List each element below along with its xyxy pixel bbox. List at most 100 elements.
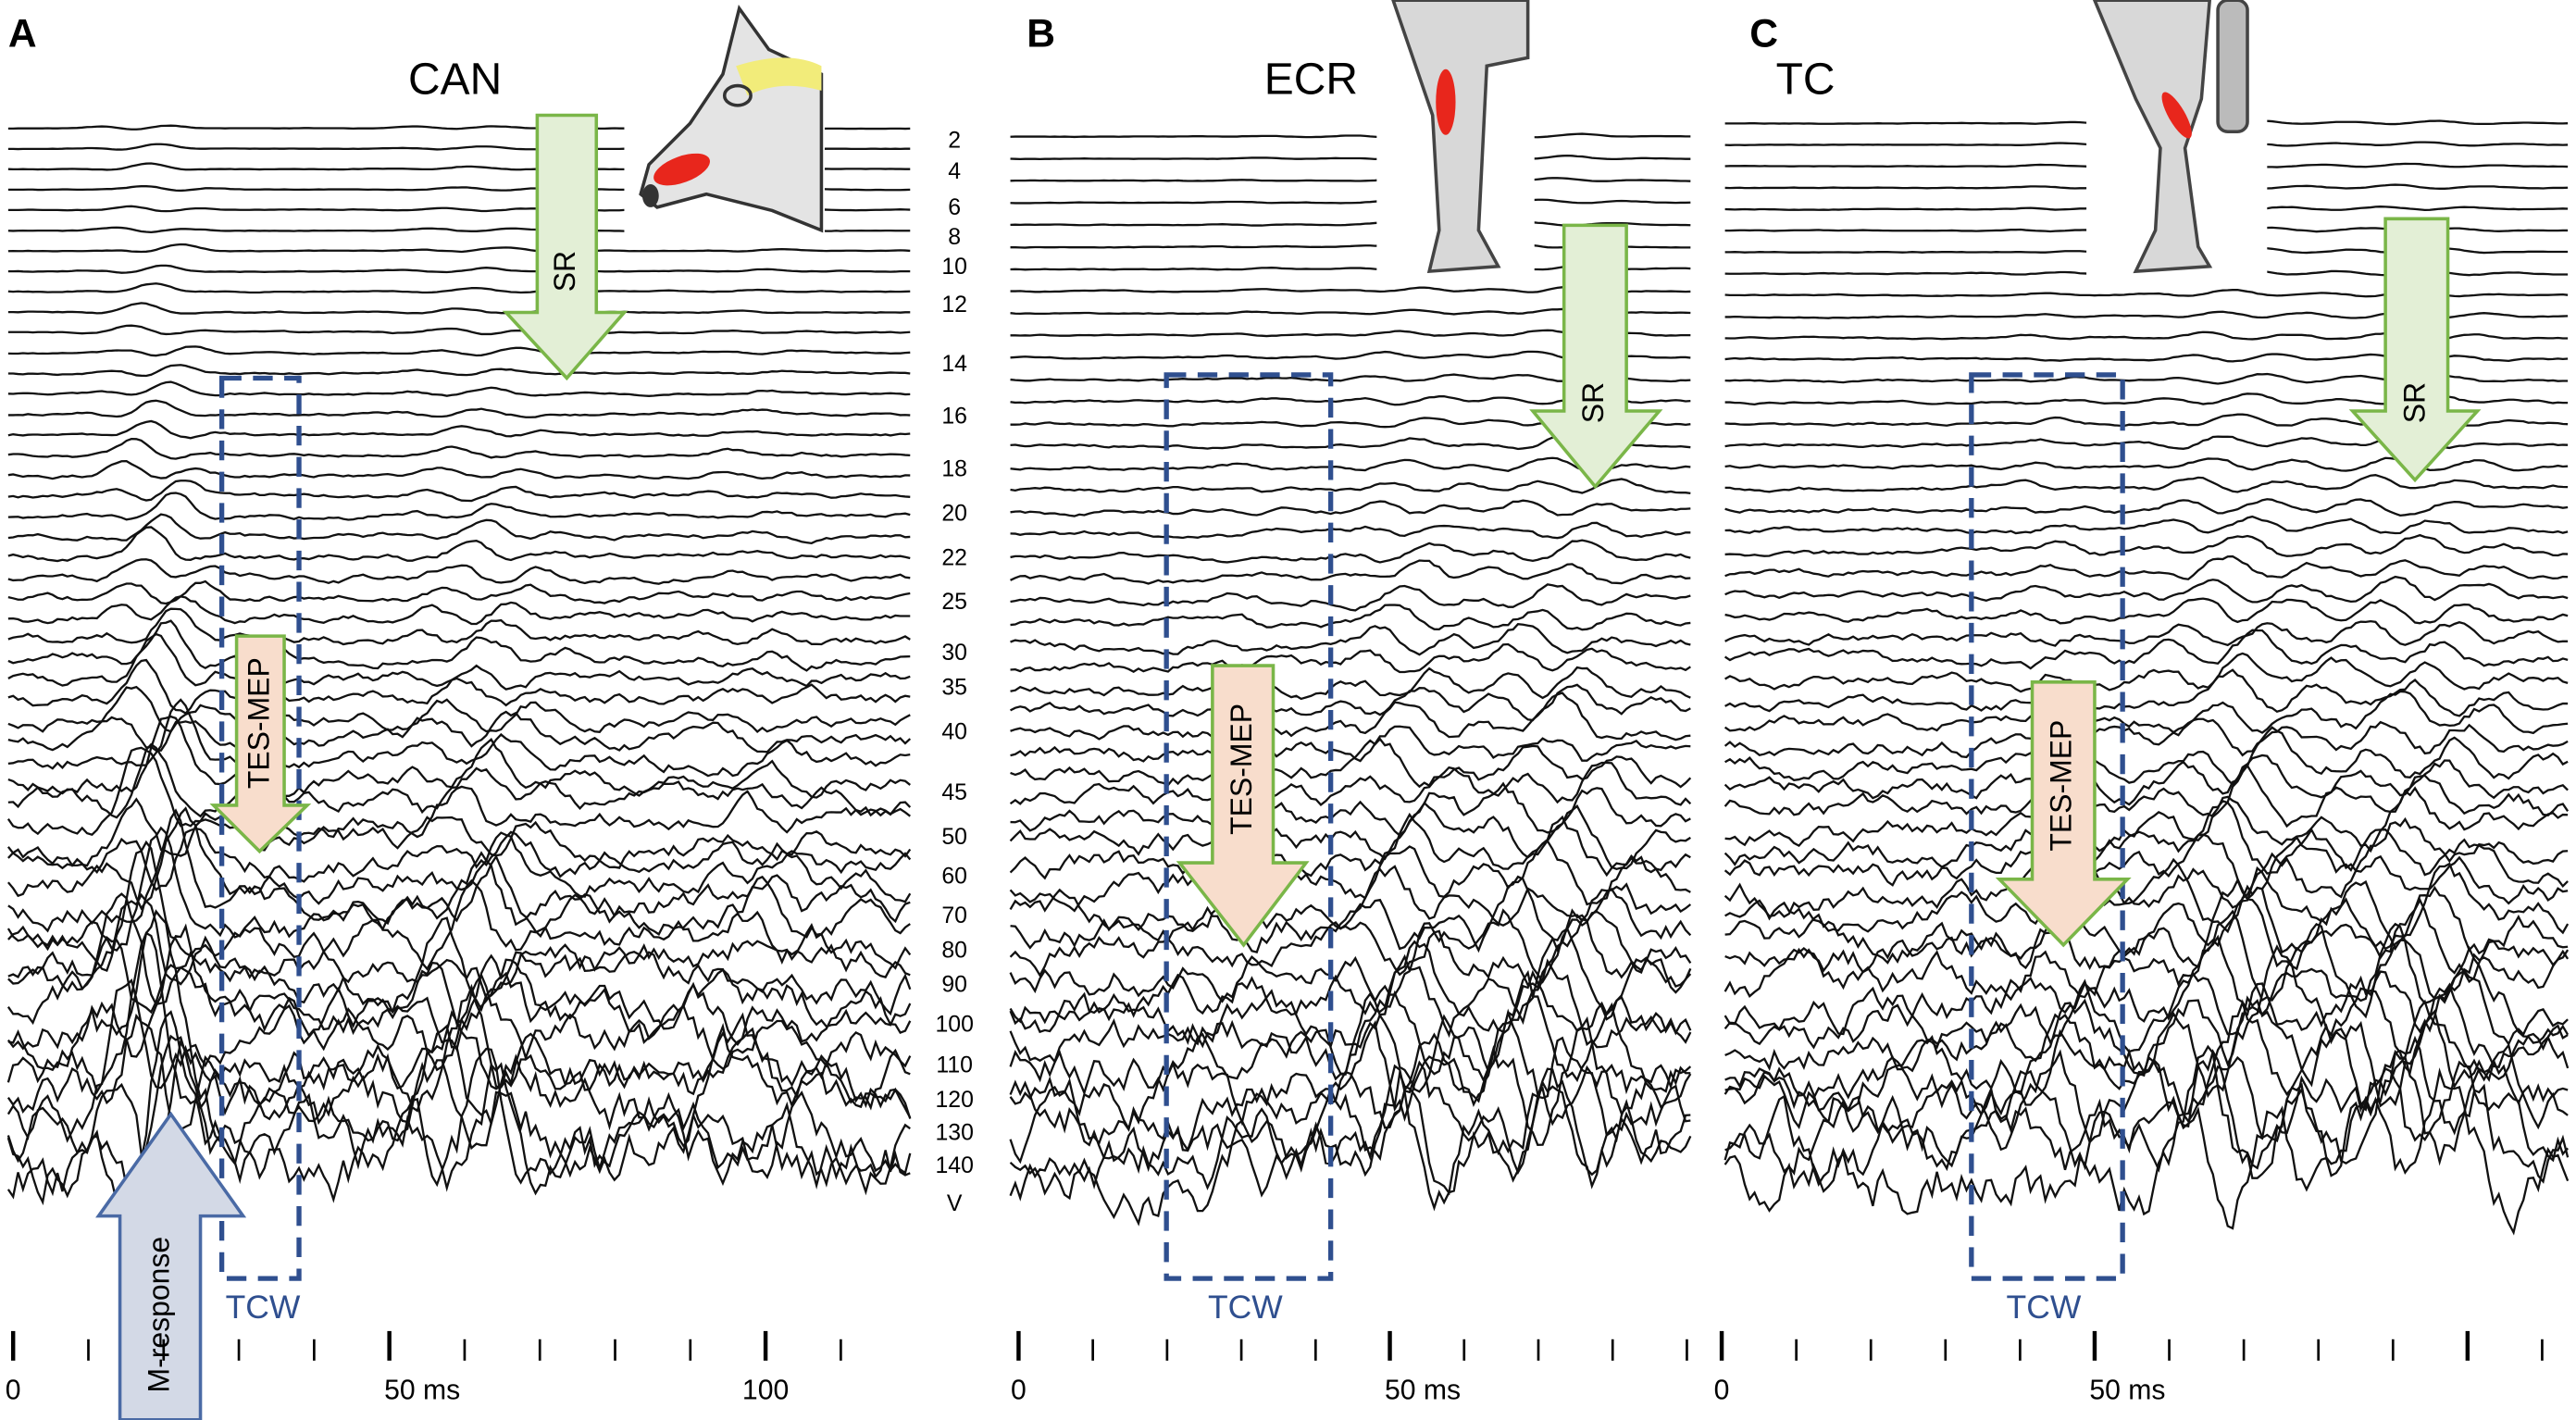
emg-trace	[7, 710, 912, 755]
emg-trace	[1009, 1008, 1692, 1132]
emg-trace	[7, 840, 912, 972]
emg-trace	[6, 923, 912, 1031]
window-label: TCW	[1208, 1289, 1283, 1326]
emg-trace	[7, 607, 911, 646]
time-axes: 0 50 ms 100 0 50 ms 0 50 ms	[6, 1330, 2544, 1406]
emg-trace	[1010, 642, 1691, 674]
intensity-label: V	[947, 1191, 963, 1216]
emg-trace	[7, 685, 911, 733]
emg-trace	[7, 264, 911, 274]
mep-arrow	[209, 634, 312, 854]
muscle-title: TC	[1776, 56, 1836, 105]
emg-trace	[1009, 840, 1691, 913]
emg-trace	[7, 619, 911, 672]
intensity-label: 14	[941, 352, 967, 377]
emg-trace	[1724, 786, 2569, 853]
illustration-foreleg	[1376, 0, 1535, 283]
emg-trace	[1724, 828, 2569, 901]
emg-trace	[1724, 619, 2569, 647]
emg-trace	[7, 658, 911, 716]
emg-trace	[1724, 533, 2569, 557]
emg-trace	[1724, 629, 2569, 670]
emg-trace	[1724, 852, 2569, 918]
sr-label: SR	[2397, 382, 2431, 423]
sr-arrow	[1529, 223, 1663, 490]
tcw-window	[218, 375, 302, 1281]
emg-trace	[1724, 726, 2569, 787]
emg-trace	[6, 746, 911, 839]
axis-label: 0	[1714, 1376, 1730, 1406]
emg-trace	[1724, 995, 2570, 1125]
emg-trace	[6, 806, 912, 911]
axis-label: 100	[742, 1376, 789, 1406]
emg-trace	[7, 892, 911, 1000]
muscle-title: ECR	[1264, 56, 1358, 105]
emg-trace	[7, 579, 911, 605]
emg-trace	[1724, 456, 2569, 472]
emg-trace	[1724, 909, 2570, 1019]
tcw-window	[1969, 372, 2125, 1281]
intensity-label: 90	[941, 973, 967, 998]
emg-trace	[1724, 1035, 2569, 1152]
emg-trace	[1724, 1049, 2570, 1179]
axis-label: 50 ms	[2089, 1376, 2165, 1406]
emg-trace	[7, 526, 911, 563]
emg-trace	[7, 632, 911, 691]
emg-trace	[7, 698, 911, 778]
emg-trace	[7, 380, 911, 397]
emg-trace	[7, 480, 911, 503]
intensity-label: 25	[941, 590, 967, 615]
emg-trace	[1010, 781, 1691, 837]
intensity-label: 6	[948, 195, 961, 220]
intensity-label: 10	[941, 255, 967, 280]
emg-trace	[6, 797, 912, 870]
emg-trace	[1009, 1064, 1692, 1227]
intensity-label: 50	[941, 825, 967, 850]
emg-trace	[1010, 622, 1691, 656]
illustration-head	[624, 0, 825, 243]
emg-trace	[7, 892, 912, 1016]
intensity-label: 30	[941, 641, 967, 666]
intensity-label: 40	[941, 719, 967, 744]
emg-trace	[7, 827, 912, 891]
emg-trace	[1724, 690, 2569, 736]
panel-letter: C	[1749, 12, 1778, 56]
intensity-label: 45	[941, 780, 967, 805]
emg-trace	[7, 399, 911, 418]
emg-trace	[7, 558, 911, 585]
emg-trace	[1010, 155, 1691, 161]
emg-trace	[1009, 969, 1691, 1096]
intensity-labels: 2 4 6 8 10 12 14 16 18 20 22 25 30 35 40 45 50 60 70 80 90 10…	[935, 128, 973, 1215]
emg-trace	[1009, 1015, 1692, 1152]
mep-label: TES-MEP	[2045, 720, 2078, 852]
emg-trace	[7, 715, 912, 799]
window-label: TCW	[2007, 1289, 2082, 1326]
emg-trace	[1010, 725, 1691, 763]
emg-trace	[1010, 198, 1691, 205]
emg-trace	[1724, 668, 2569, 717]
intensity-label: 80	[941, 938, 967, 963]
intensity-label: 4	[948, 159, 961, 184]
panel-letter: B	[1027, 12, 1055, 56]
intensity-label: 130	[935, 1120, 973, 1145]
emg-trace	[7, 492, 911, 521]
emg-trace	[1010, 666, 1691, 701]
emg-trace	[7, 437, 911, 460]
emg-trace	[1724, 754, 2569, 806]
mep-label: TES-MEP	[1225, 704, 1258, 835]
emg-trace	[1009, 865, 1692, 932]
muscle-title: CAN	[408, 56, 502, 105]
intensity-label: 8	[948, 225, 961, 250]
emg-trace	[7, 243, 911, 254]
intensity-label: 120	[935, 1088, 973, 1113]
emg-trace	[1010, 559, 1691, 585]
emg-trace	[1010, 132, 1691, 139]
window-label: TCW	[226, 1289, 301, 1326]
emg-trace	[1009, 927, 1692, 1026]
m-response-label: M-response	[142, 1237, 175, 1393]
intensity-label: 60	[941, 865, 967, 890]
emg-trace	[1010, 456, 1691, 474]
axis-label: 0	[6, 1376, 21, 1406]
emg-trace	[7, 282, 911, 294]
